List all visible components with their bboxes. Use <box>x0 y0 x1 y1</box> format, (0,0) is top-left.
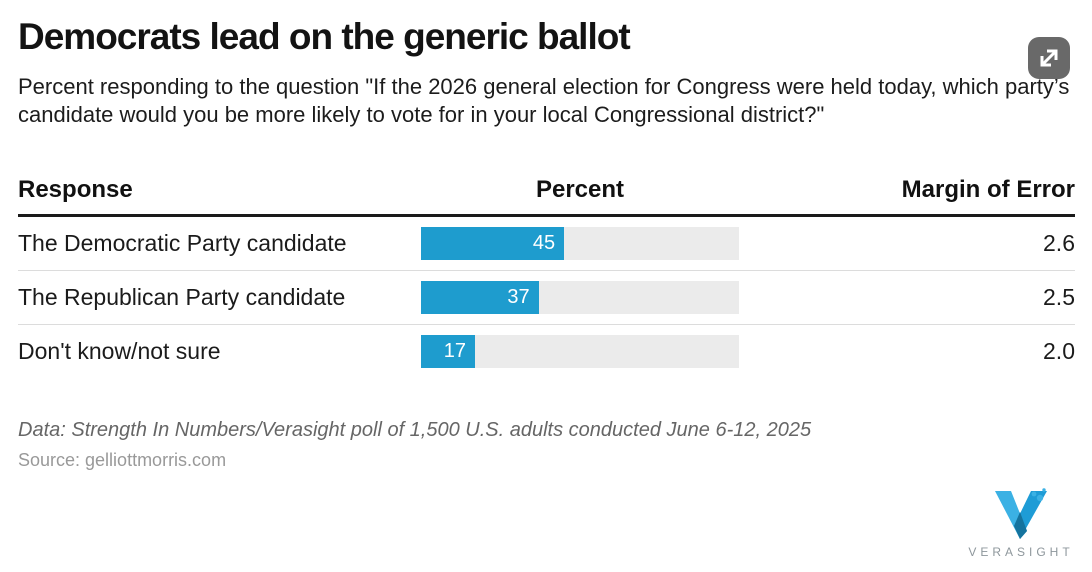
table-row-republican: The Republican Party candidate 37 2.5 <box>18 269 1075 324</box>
column-header-response: Response <box>18 175 133 203</box>
bar-value-label: 45 <box>532 231 556 254</box>
bar-value-label: 37 <box>507 285 530 308</box>
response-label: Don't know/not sure <box>18 337 221 364</box>
chart-page: Democrats lead on the generic ballot Per… <box>0 16 1092 559</box>
response-label: The Republican Party candidate <box>18 283 346 310</box>
bar-republican: 37 <box>421 280 539 314</box>
bar-value-label: 17 <box>443 339 467 362</box>
column-header-margin-of-error: Margin of Error <box>901 175 1075 203</box>
bar-democratic: 45 <box>421 226 565 260</box>
expand-button[interactable] <box>1028 37 1070 79</box>
table-header-row: Response Percent Margin of Error <box>18 176 1075 217</box>
table-row-dont-know: Don't know/not sure 17 2.0 <box>18 323 1075 378</box>
page-title: Democrats lead on the generic ballot <box>18 16 631 57</box>
chart-subtitle: Percent responding to the question "If t… <box>18 73 1070 127</box>
bar-track: 37 <box>421 280 739 314</box>
bar-track: 45 <box>421 226 739 260</box>
column-header-percent: Percent <box>535 175 625 203</box>
response-label: The Democratic Party candidate <box>18 229 347 256</box>
table-row-democratic: The Democratic Party candidate 45 2.6 <box>18 217 1075 270</box>
verasight-logo: VERASIGHT <box>966 485 1076 559</box>
chart-footer: Data: Strength In Numbers/Verasight poll… <box>18 417 1075 471</box>
margin-of-error-value: 2.0 <box>1043 337 1075 364</box>
bar-dont-know: 17 <box>421 334 476 368</box>
source-note: Source: gelliottmorris.com <box>18 449 227 470</box>
data-note: Data: Strength In Numbers/Verasight poll… <box>18 418 812 441</box>
bar-track: 17 <box>421 334 739 368</box>
verasight-logo-text: VERASIGHT <box>968 545 1074 559</box>
verasight-v-icon <box>995 488 1047 539</box>
expand-icon <box>1028 37 1070 79</box>
margin-of-error-value: 2.5 <box>1043 283 1075 310</box>
margin-of-error-value: 2.6 <box>1043 229 1075 256</box>
poll-results-table: Response Percent Margin of Error The Dem… <box>18 176 1075 378</box>
